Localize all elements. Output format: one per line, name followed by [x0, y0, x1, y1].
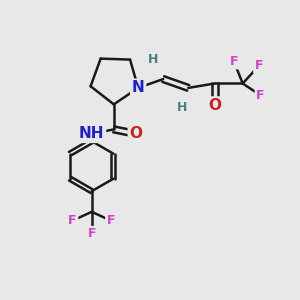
Text: H: H — [148, 53, 158, 66]
Text: F: F — [230, 55, 238, 68]
Text: NH: NH — [79, 126, 104, 141]
Text: F: F — [106, 214, 115, 227]
Text: N: N — [132, 80, 145, 95]
Text: F: F — [255, 59, 263, 72]
Text: F: F — [68, 214, 77, 227]
Text: O: O — [208, 98, 221, 113]
Text: H: H — [177, 100, 188, 113]
Text: O: O — [129, 126, 142, 141]
Text: F: F — [88, 227, 96, 240]
Text: F: F — [256, 89, 265, 102]
